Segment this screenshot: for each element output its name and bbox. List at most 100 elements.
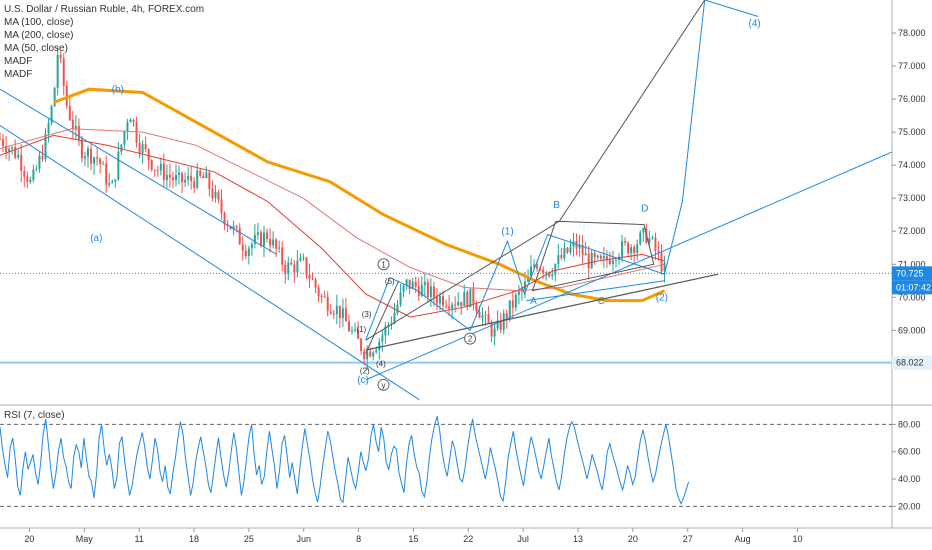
candle-body <box>141 144 144 153</box>
candle-body <box>83 156 86 159</box>
x-tick-label: 27 <box>683 534 693 544</box>
candle-body <box>5 146 8 153</box>
candle-body <box>102 163 105 165</box>
x-tick-label: 22 <box>463 534 473 544</box>
candle-body <box>466 292 469 308</box>
candle-body <box>633 247 636 253</box>
candle-body <box>168 174 171 178</box>
candle-body <box>363 351 366 360</box>
x-tick-label: 25 <box>244 534 254 544</box>
candle-body <box>335 305 338 315</box>
wave-label: (c) <box>357 375 369 386</box>
candle-body <box>266 232 269 239</box>
candle-body <box>375 350 378 353</box>
wave-label: A <box>530 296 537 307</box>
indicator-ma200[interactable]: MA (200, close) <box>4 30 74 41</box>
candle-body <box>457 301 460 306</box>
candle-body <box>272 239 275 246</box>
candle-body <box>627 242 630 254</box>
candle-body <box>372 352 375 357</box>
candle-body <box>80 139 83 159</box>
candle-body <box>317 287 320 297</box>
candle-body <box>505 313 508 318</box>
rsi-title[interactable]: RSI (7, close) <box>4 410 65 421</box>
y-tick-label: 70.000 <box>898 292 926 302</box>
wave-label: (4) <box>376 360 386 369</box>
rsi-tick-label: 40.00 <box>898 474 921 484</box>
wave-label: C <box>598 296 605 307</box>
candle-body <box>596 255 599 258</box>
indicator-madf-2[interactable]: MADF <box>4 69 33 80</box>
candle-body <box>108 183 111 185</box>
wave-label: (4) <box>749 18 761 29</box>
rsi-line <box>0 416 690 505</box>
wave-label: (b) <box>112 84 124 95</box>
indicator-ma50[interactable]: MA (50, close) <box>4 43 68 54</box>
candle-body <box>11 147 14 149</box>
candle-body <box>426 282 429 298</box>
candle-body <box>660 252 663 272</box>
candle-body <box>517 291 520 295</box>
wave-label: (1) <box>356 325 366 334</box>
countdown-badge-bg <box>892 280 932 295</box>
wave-label: 1 <box>381 260 386 269</box>
candle-body <box>320 296 323 298</box>
candle-body <box>329 311 332 314</box>
candle-body <box>205 172 208 179</box>
candle-body <box>332 313 335 315</box>
candle-body <box>338 305 341 319</box>
candle-body <box>451 304 454 309</box>
candle-body <box>442 296 445 306</box>
candle-body <box>432 286 435 298</box>
candle-body <box>548 272 551 277</box>
candle-body <box>308 274 311 279</box>
candle-body <box>287 262 290 275</box>
x-tick-label: 18 <box>189 534 199 544</box>
candle-body <box>208 172 211 189</box>
candle-body <box>487 314 490 324</box>
candle-body <box>435 297 438 304</box>
candle-body <box>269 238 272 246</box>
candle-body <box>551 274 554 277</box>
candle-body <box>241 244 244 251</box>
y-tick-label: 73.000 <box>898 193 926 203</box>
indicator-madf-1[interactable]: MADF <box>4 56 33 67</box>
candle-body <box>278 247 281 249</box>
candle-body <box>105 163 108 185</box>
candle-body <box>648 238 651 243</box>
candles-group <box>0 46 666 371</box>
candle-body <box>605 256 608 261</box>
candle-body <box>86 148 89 157</box>
candle-body <box>402 285 405 293</box>
candle-body <box>174 175 177 180</box>
candle-body <box>2 138 5 147</box>
candle-body <box>311 278 314 280</box>
candle-body <box>41 155 44 160</box>
candle-body <box>244 250 247 257</box>
candle-body <box>663 263 666 272</box>
candle-body <box>611 260 614 264</box>
symbol-title: U.S. Dollar / Russian Ruble, 4h, FOREX.c… <box>4 4 205 15</box>
wave-label: (1) <box>501 227 513 238</box>
candle-body <box>247 248 250 257</box>
candle-body <box>654 237 657 251</box>
candle-body <box>256 232 259 236</box>
candle-body <box>360 338 363 352</box>
candle-body <box>29 179 32 182</box>
candle-body <box>150 160 153 170</box>
level-badge: 68.022 <box>896 358 924 368</box>
candle-body <box>630 247 633 254</box>
candle-body <box>590 252 593 269</box>
candle-body <box>584 253 587 256</box>
candle-body <box>126 122 129 132</box>
candle-body <box>354 329 357 331</box>
candle-body <box>129 119 132 123</box>
candle-body <box>460 301 463 307</box>
candle-body <box>202 175 205 179</box>
wave-label: y <box>382 381 386 390</box>
indicator-ma100[interactable]: MA (100, close) <box>4 17 74 28</box>
candle-body <box>484 314 487 316</box>
candle-body <box>530 266 533 277</box>
candle-body <box>357 329 360 339</box>
